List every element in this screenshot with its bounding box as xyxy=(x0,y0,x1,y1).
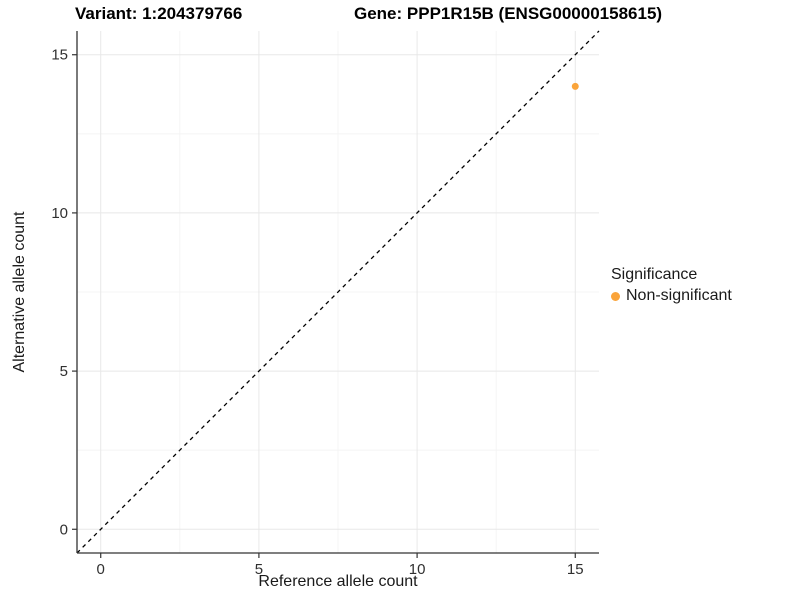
legend-title: Significance xyxy=(611,266,698,283)
plot-title-variant: Variant: 1:204379766 xyxy=(75,4,243,23)
legend-item-label: Non-significant xyxy=(626,287,732,304)
y-tick-label: 10 xyxy=(51,205,68,222)
plot-title-gene: Gene: PPP1R15B (ENSG00000158615) xyxy=(354,4,663,23)
identity-line xyxy=(76,30,600,554)
legend-items: Non-significant xyxy=(611,285,732,307)
y-tick-label: 5 xyxy=(60,363,68,380)
y-tick-label: 0 xyxy=(60,521,68,538)
x-axis-label: Reference allele count xyxy=(258,573,418,590)
x-tick-label: 10 xyxy=(409,561,426,578)
y-tick-label: 15 xyxy=(51,47,68,64)
x-tick-label: 15 xyxy=(567,561,584,578)
data-point-non-significant xyxy=(571,82,579,90)
x-tick-label: 0 xyxy=(97,561,105,578)
legend: Significance Non-significant xyxy=(611,264,732,307)
y-axis-label: Alternative allele count xyxy=(11,211,28,373)
legend-item: Non-significant xyxy=(611,285,732,307)
legend-key-point xyxy=(611,291,620,301)
x-tick-label: 5 xyxy=(255,561,263,578)
